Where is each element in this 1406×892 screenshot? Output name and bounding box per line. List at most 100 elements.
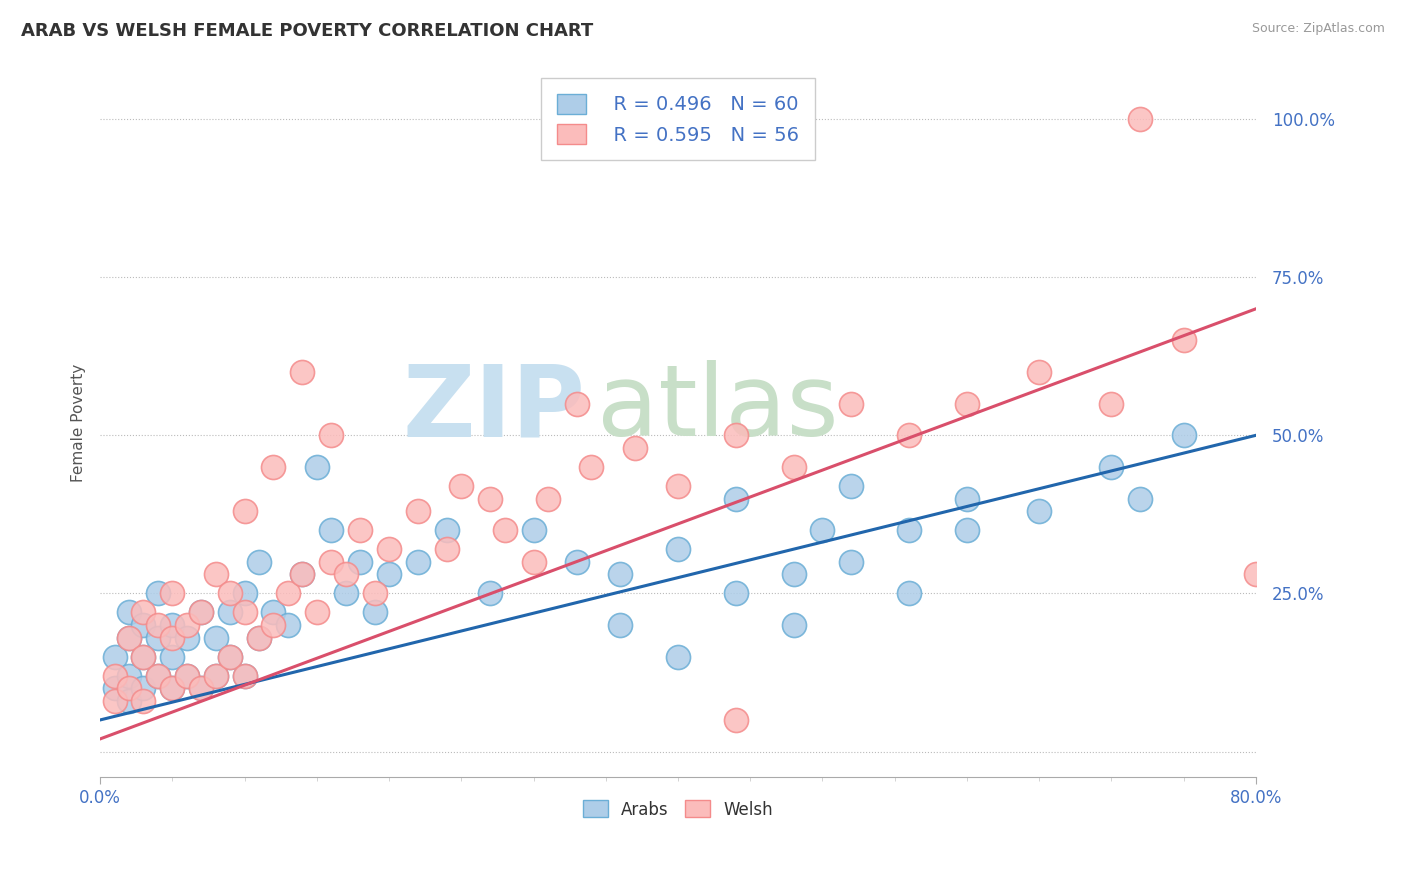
Point <box>956 523 979 537</box>
Text: ZIP: ZIP <box>402 360 585 457</box>
Point <box>132 649 155 664</box>
Point <box>233 668 256 682</box>
Text: Source: ZipAtlas.com: Source: ZipAtlas.com <box>1251 22 1385 36</box>
Point <box>321 523 343 537</box>
Point <box>1173 334 1195 348</box>
Point <box>118 631 141 645</box>
Point <box>898 586 921 600</box>
Point <box>724 428 747 442</box>
Point <box>1099 397 1122 411</box>
Point <box>103 668 125 682</box>
Point <box>1244 567 1267 582</box>
Point <box>291 567 314 582</box>
Point <box>204 567 226 582</box>
Point <box>666 649 689 664</box>
Point <box>335 567 357 582</box>
Point <box>782 567 804 582</box>
Point <box>132 618 155 632</box>
Point <box>132 694 155 708</box>
Point <box>811 523 834 537</box>
Point <box>666 542 689 557</box>
Point <box>162 586 184 600</box>
Point <box>1129 112 1152 127</box>
Point <box>233 586 256 600</box>
Point <box>219 649 242 664</box>
Point <box>406 504 429 518</box>
Point <box>277 618 299 632</box>
Point <box>219 586 242 600</box>
Point <box>247 555 270 569</box>
Point <box>363 606 385 620</box>
Point <box>176 668 198 682</box>
Point <box>378 567 401 582</box>
Point <box>623 441 645 455</box>
Point <box>162 631 184 645</box>
Text: atlas: atlas <box>598 360 839 457</box>
Point <box>522 523 544 537</box>
Point <box>291 365 314 379</box>
Point <box>363 586 385 600</box>
Point <box>146 668 169 682</box>
Point <box>190 681 212 696</box>
Point <box>321 555 343 569</box>
Point <box>263 460 285 475</box>
Point <box>898 523 921 537</box>
Point <box>666 479 689 493</box>
Point <box>204 631 226 645</box>
Point <box>839 479 862 493</box>
Point <box>190 606 212 620</box>
Point <box>204 668 226 682</box>
Point <box>219 649 242 664</box>
Point <box>406 555 429 569</box>
Point <box>378 542 401 557</box>
Point <box>1099 460 1122 475</box>
Point <box>118 668 141 682</box>
Point <box>118 606 141 620</box>
Point <box>349 555 371 569</box>
Point <box>321 428 343 442</box>
Point <box>132 681 155 696</box>
Point <box>839 397 862 411</box>
Point <box>118 681 141 696</box>
Point <box>1028 365 1050 379</box>
Point <box>898 428 921 442</box>
Point <box>494 523 516 537</box>
Point <box>335 586 357 600</box>
Y-axis label: Female Poverty: Female Poverty <box>72 364 86 482</box>
Point <box>176 668 198 682</box>
Point <box>305 606 328 620</box>
Point <box>146 631 169 645</box>
Point <box>162 681 184 696</box>
Point <box>1173 428 1195 442</box>
Point <box>162 681 184 696</box>
Point <box>132 606 155 620</box>
Point <box>581 460 603 475</box>
Point <box>609 567 631 582</box>
Point <box>204 668 226 682</box>
Point <box>436 542 458 557</box>
Point <box>162 618 184 632</box>
Point <box>724 491 747 506</box>
Point <box>263 618 285 632</box>
Point <box>565 555 588 569</box>
Point <box>537 491 560 506</box>
Legend: Arabs, Welsh: Arabs, Welsh <box>576 794 780 825</box>
Point <box>839 555 862 569</box>
Point <box>1028 504 1050 518</box>
Point <box>103 681 125 696</box>
Point <box>176 631 198 645</box>
Point <box>146 668 169 682</box>
Point <box>118 631 141 645</box>
Point <box>118 694 141 708</box>
Point <box>176 618 198 632</box>
Point <box>956 491 979 506</box>
Point <box>146 618 169 632</box>
Point <box>190 681 212 696</box>
Point <box>305 460 328 475</box>
Point <box>436 523 458 537</box>
Point <box>190 606 212 620</box>
Point <box>522 555 544 569</box>
Point <box>103 649 125 664</box>
Point <box>162 649 184 664</box>
Point <box>479 491 502 506</box>
